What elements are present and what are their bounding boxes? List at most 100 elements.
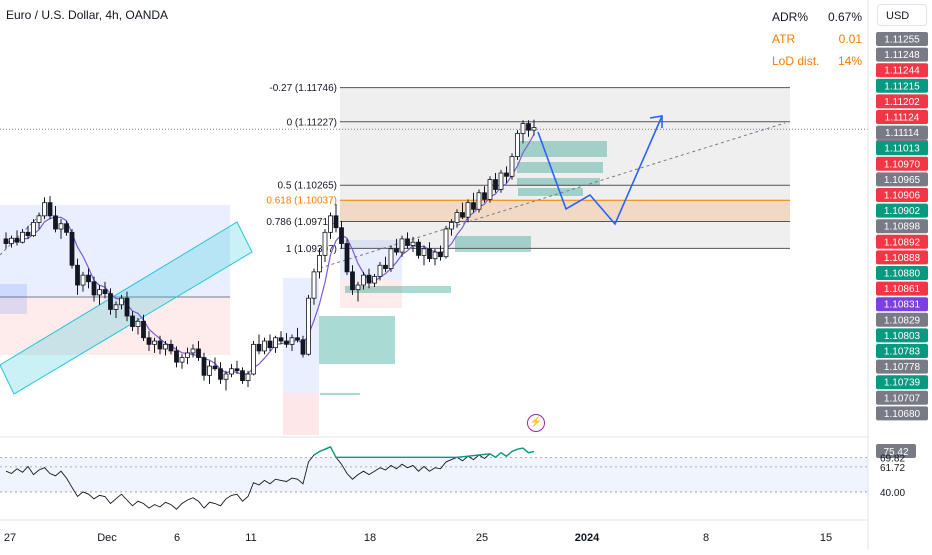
price-label-text: 1.10778 [884,362,921,373]
price-label-text: 1.10965 [884,175,921,186]
projection-arrowhead [649,115,663,128]
candle-body [344,243,350,273]
price-label-text: 1.10902 [884,206,921,217]
time-tick-label: 18 [364,532,376,544]
candle-body [207,365,212,376]
zone-block [0,284,27,314]
price-label-text: 1.11248 [884,50,920,61]
candle-body [124,297,130,317]
demand-zone [517,178,600,186]
candle-body [520,123,526,134]
price-label-badge [876,390,928,405]
stat-value: 0.01 [838,32,862,46]
stat-value: 0.67% [827,10,862,24]
candle-body [438,251,443,258]
price-label-badge [876,328,928,343]
candle-body [3,238,9,244]
price-label-badge [876,110,928,124]
stat-row-lod: LoD dist. 14% [772,54,862,76]
price-label-text: 1.11255 [884,35,920,46]
candle-body [174,350,179,363]
price-label-badge [876,203,928,218]
demand-zone [319,316,395,364]
time-tick-label: 2024 [575,532,600,544]
candle-body [471,202,476,210]
candle-body [135,320,141,327]
candle-body [108,293,113,310]
price-label-text: 1.10707 [884,393,921,404]
candle-body [416,241,421,256]
candle-body [311,271,317,299]
candle-body [58,223,64,230]
price-label-badge [876,234,928,249]
price-label-badge [876,78,928,93]
candle-body [284,340,289,345]
fib-golden-zone [340,200,790,222]
time-tick-label: 11 [245,532,256,544]
candle-body [388,248,394,269]
currency-button[interactable]: USD [877,4,927,26]
alert-icon[interactable]: ⚡ [527,414,545,432]
stat-row-atr: ATR 0.01 [772,32,862,54]
price-label-text: 1.10970 [884,159,921,170]
candle-body [113,304,119,310]
price-label-badge [876,375,928,390]
demand-zone [320,393,360,395]
stat-label: LoD dist. [772,54,820,68]
price-label-text: 1.10880 [884,269,921,280]
candle-body [504,172,509,177]
candle-body [36,215,42,223]
candle-body [47,202,53,217]
fib-level-label: -0.27 (1.11746) [269,83,337,94]
fib-level-label: 0.786 (1.09714) [266,217,337,228]
stat-row-adr: ADR% 0.67% [772,10,862,32]
price-label-text: 1.10898 [884,222,921,233]
time-tick-label: 25 [476,532,488,544]
candle-body [64,223,69,233]
price-label-text: 1.10831 [884,300,921,311]
chart-title: Euro / U.S. Dollar, 4h, OANDA [6,8,169,22]
candle-body [152,340,157,345]
candle-body [350,271,355,291]
candle-body [256,343,262,352]
candle-body [141,320,146,339]
price-label-text: 1.11114 [885,128,919,139]
candle-body [361,274,366,286]
price-label-badge [876,32,928,46]
oscillator-current-value: 75.42 [883,447,908,458]
price-label-text: 1.10783 [884,347,921,358]
position-stop-zone [340,280,402,308]
candle-body [306,297,311,355]
oscillator-overbought-line [313,446,535,459]
candle-body [377,264,383,277]
candle-body [91,281,97,296]
projected-path [537,115,663,226]
candle-body [465,202,471,218]
price-label-badge [876,125,928,140]
candle-body [443,228,449,258]
price-label-text: 1.10803 [884,331,921,342]
price-label-badge [876,344,928,358]
fib-level-label: 0 (1.11227) [287,117,337,128]
candle-body [366,274,372,284]
candle-body [201,357,207,376]
price-label-text: 1.11244 [884,66,920,77]
stats-table: ADR% 0.67% ATR 0.01 LoD dist. 14% [772,10,862,76]
price-label-badge [876,359,928,374]
candle-body [460,212,465,218]
candle-body [399,238,405,253]
candle-body [163,343,168,350]
oscillator-level-label: 61.72 [880,463,905,474]
candle-body [339,227,344,244]
candle-body [240,370,245,381]
candle-body [262,340,267,352]
candle-body [102,289,108,295]
candle-body [355,284,361,291]
candle-body [97,289,102,296]
fib-level-label: 0.5 (1.10265) [278,181,338,192]
candle-body [80,274,86,286]
candle-body [526,123,531,131]
candle-body [300,339,306,355]
